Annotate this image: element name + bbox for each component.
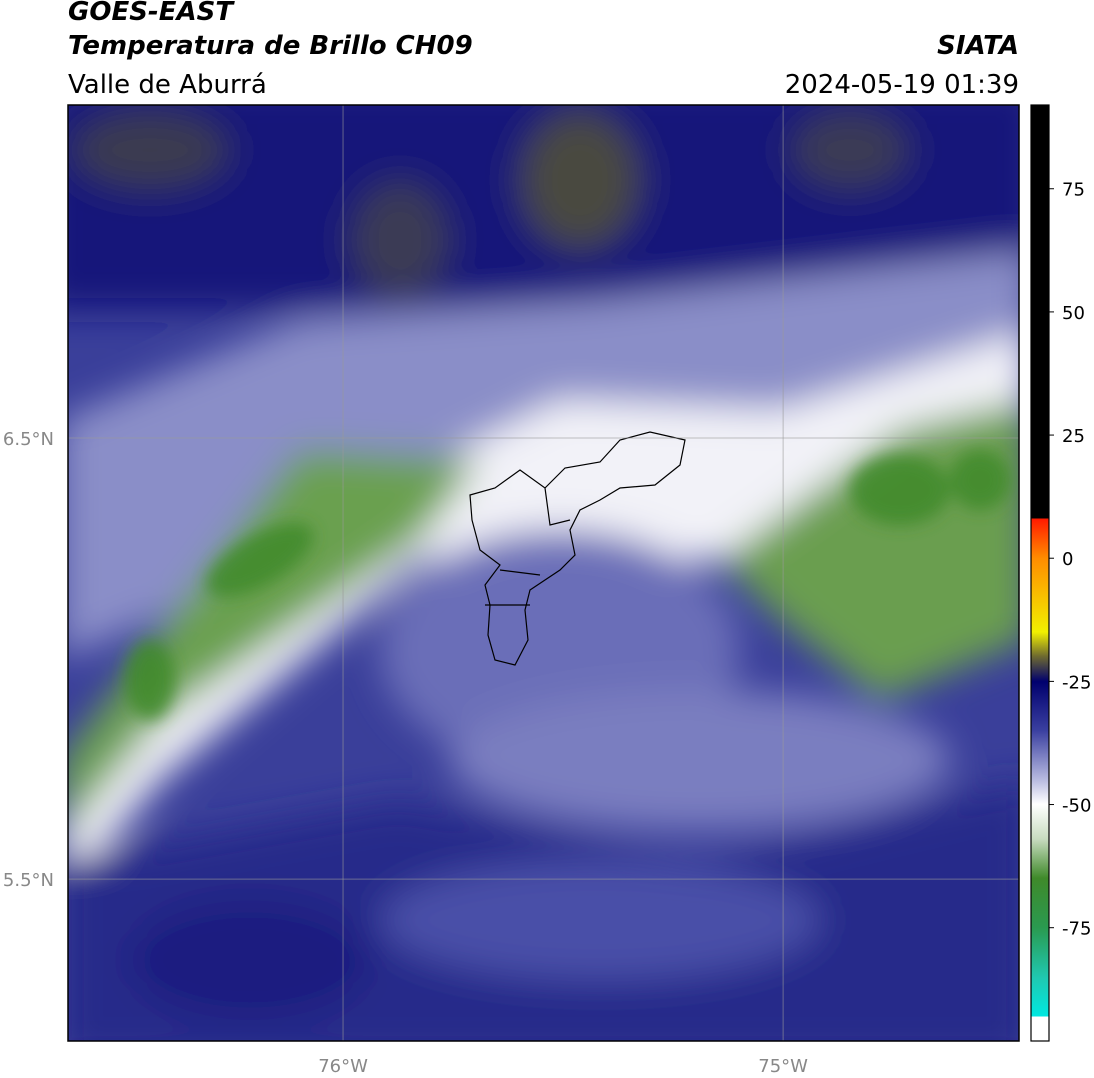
colorbar-tick-label: 0 — [1062, 549, 1073, 570]
title: GOES-EAST — [68, 0, 235, 27]
region: Valle de Aburrá — [68, 70, 267, 100]
y-tick-label: 6.5°N — [3, 429, 54, 450]
satellite-image — [68, 105, 1019, 1041]
source: SIATA — [937, 31, 1019, 61]
colorbar-tick-label: -75 — [1062, 919, 1091, 940]
colorbar-tick-label: 75 — [1062, 180, 1085, 201]
colorbar-tick-label: -50 — [1062, 796, 1091, 817]
grid — [68, 105, 1019, 1041]
map-frame — [67, 104, 1020, 1042]
x-tick-label: 75°W — [758, 1056, 808, 1077]
colorbar-tick-label: -25 — [1062, 672, 1091, 693]
subtitle: Temperatura de Brillo CH09 — [68, 31, 473, 61]
colorbar-tick-label: 50 — [1062, 303, 1085, 324]
colorbar — [1030, 104, 1050, 1042]
y-tick-label: 5.5°N — [3, 870, 54, 891]
colorbar-tick-label: 25 — [1062, 426, 1085, 447]
valley-outline — [469, 431, 686, 666]
colorbar-ticks: 75 50 25 0 -25 -50 -75 — [1049, 180, 1091, 940]
x-tick-label: 76°W — [318, 1056, 368, 1077]
datetime: 2024-05-19 01:39 — [785, 70, 1019, 100]
